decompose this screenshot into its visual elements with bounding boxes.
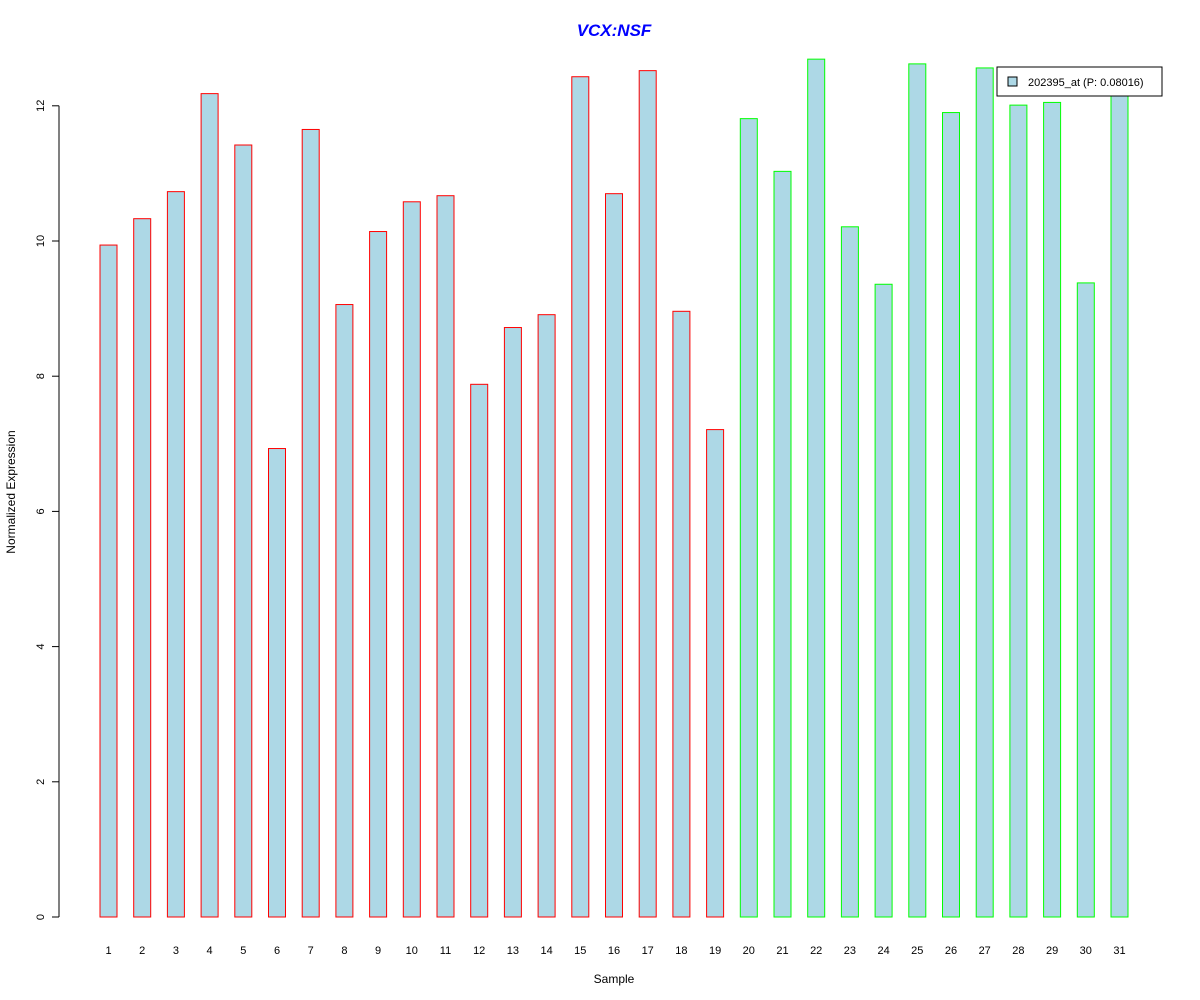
bar-sample-3 bbox=[166, 191, 185, 918]
y-tick-label: 8 bbox=[35, 373, 47, 379]
x-tick-label: 12 bbox=[473, 945, 485, 957]
bar-sample-25 bbox=[908, 63, 927, 918]
bar-sample-13 bbox=[503, 327, 522, 918]
legend-label: 202395_at (P: 0.08016) bbox=[1028, 77, 1144, 89]
x-tick-label: 19 bbox=[709, 945, 721, 957]
x-tick-label: 8 bbox=[341, 945, 347, 957]
bar-sample-23 bbox=[840, 226, 859, 918]
x-tick-label: 9 bbox=[375, 945, 381, 957]
x-tick-label: 25 bbox=[911, 945, 923, 957]
x-axis-label: Sample bbox=[594, 972, 635, 986]
legend-swatch bbox=[1007, 76, 1018, 87]
bar-sample-7 bbox=[301, 128, 320, 918]
bar-sample-21 bbox=[773, 170, 792, 918]
x-tick-label: 2 bbox=[139, 945, 145, 957]
bar-sample-14 bbox=[537, 314, 556, 918]
bar-sample-19 bbox=[706, 429, 725, 918]
x-tick-label: 23 bbox=[844, 945, 856, 957]
bar-sample-27 bbox=[975, 67, 994, 918]
y-tick-label: 6 bbox=[35, 508, 47, 514]
legend: 202395_at (P: 0.08016) bbox=[996, 66, 1163, 97]
x-tick-label: 4 bbox=[207, 945, 213, 957]
bar-sample-4 bbox=[200, 93, 219, 918]
x-tick-label: 30 bbox=[1080, 945, 1092, 957]
x-tick-label: 26 bbox=[945, 945, 957, 957]
y-tick-label: 0 bbox=[35, 914, 47, 920]
y-axis: 0 2 4 6 8 10 12 bbox=[35, 100, 60, 920]
y-tick-label: 4 bbox=[35, 644, 47, 650]
x-tick-label: 14 bbox=[540, 945, 552, 957]
legend-box bbox=[996, 66, 1163, 97]
bar-sample-2 bbox=[133, 218, 152, 918]
chart-title: VCX:NSF bbox=[577, 21, 652, 40]
x-tick-label: 28 bbox=[1012, 945, 1024, 957]
x-tick-labels: 1 2 3 4 5 6 7 8 9 10 11 12 13 14 15 16 17 18 19 20 21 22 23 24 2… bbox=[105, 945, 1125, 957]
bar-sample-8 bbox=[335, 304, 354, 918]
x-tick-label: 27 bbox=[979, 945, 991, 957]
y-tick-label: 12 bbox=[35, 100, 47, 112]
bar-sample-15 bbox=[571, 76, 590, 918]
x-tick-label: 13 bbox=[507, 945, 519, 957]
y-axis-label: Normalized Expression bbox=[4, 430, 18, 553]
bar-sample-20 bbox=[739, 118, 758, 918]
bar-sample-22 bbox=[807, 58, 826, 918]
bar-sample-6 bbox=[268, 448, 286, 918]
x-tick-label: 29 bbox=[1046, 945, 1058, 957]
bar-sample-31 bbox=[1110, 92, 1129, 918]
bar-sample-17 bbox=[638, 70, 657, 918]
x-tick-label: 20 bbox=[743, 945, 755, 957]
x-tick-label: 24 bbox=[877, 945, 889, 957]
x-tick-label: 7 bbox=[308, 945, 314, 957]
x-tick-label: 21 bbox=[776, 945, 788, 957]
x-tick-label: 3 bbox=[173, 945, 179, 957]
x-tick-label: 5 bbox=[240, 945, 246, 957]
bar-sample-10 bbox=[402, 201, 421, 918]
bar-sample-26 bbox=[942, 112, 960, 918]
y-tick-label: 10 bbox=[35, 235, 47, 247]
x-tick-label: 22 bbox=[810, 945, 822, 957]
bar-sample-24 bbox=[874, 283, 893, 918]
bar-sample-1 bbox=[99, 244, 118, 918]
x-tick-label: 16 bbox=[608, 945, 620, 957]
bar-sample-29 bbox=[1043, 101, 1062, 918]
bar-sample-9 bbox=[369, 231, 388, 918]
bar-sample-11 bbox=[436, 195, 455, 918]
bar-sample-28 bbox=[1009, 104, 1028, 918]
bar-sample-30 bbox=[1076, 282, 1095, 918]
x-tick-label: 10 bbox=[406, 945, 418, 957]
bar-sample-16 bbox=[605, 193, 623, 918]
bar-sample-12 bbox=[470, 383, 489, 918]
x-tick-label: 31 bbox=[1113, 945, 1125, 957]
x-tick-label: 1 bbox=[105, 945, 111, 957]
x-tick-label: 11 bbox=[440, 945, 451, 957]
x-tick-label: 18 bbox=[675, 945, 687, 957]
bars-group bbox=[99, 58, 1129, 918]
x-tick-label: 17 bbox=[642, 945, 654, 957]
x-tick-label: 15 bbox=[574, 945, 586, 957]
bar-sample-18 bbox=[672, 310, 691, 918]
bar-sample-5 bbox=[234, 144, 253, 918]
x-tick-label: 6 bbox=[274, 945, 280, 957]
y-tick-label: 2 bbox=[35, 779, 47, 785]
